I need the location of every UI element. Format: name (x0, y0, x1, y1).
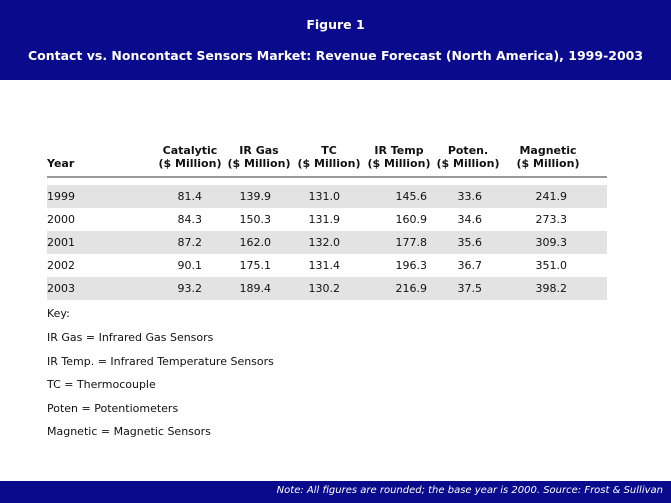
value-cell: 33.6 (457, 190, 483, 203)
key-item: TC = Thermocouple (47, 378, 156, 391)
header-divider (47, 176, 607, 178)
table-row: 2003 93.2 189.4 130.2 216.9 37.5 398.2 (47, 277, 607, 300)
value-cell: 131.0 (308, 190, 341, 203)
table-row: 2001 87.2 162.0 132.0 177.8 35.6 309.3 (47, 231, 607, 254)
value-cell: 132.0 (308, 236, 341, 249)
value-cell: 145.6 (395, 190, 428, 203)
value-cell: 131.9 (308, 213, 341, 226)
table-row: 2000 84.3 150.3 131.9 160.9 34.6 273.3 (47, 208, 607, 231)
year-cell: 2003 (47, 282, 75, 295)
column-header-unit: ($ Million) (297, 157, 361, 170)
value-cell: 216.9 (395, 282, 428, 295)
column-header-tc: TC ($ Million) (294, 144, 364, 170)
value-cell: 130.2 (308, 282, 341, 295)
column-header-unit: ($ Million) (158, 157, 222, 170)
column-header-name: TC (321, 144, 337, 157)
value-cell: 84.3 (177, 213, 203, 226)
value-cell: 131.4 (308, 259, 341, 272)
year-cell: 2002 (47, 259, 75, 272)
column-header-magnetic: Magnetic ($ Million) (513, 144, 583, 170)
column-header-catalytic: Catalytic ($ Million) (155, 144, 225, 170)
footnote: Note: All figures are rounded; the base … (276, 485, 663, 496)
value-cell: 36.7 (457, 259, 483, 272)
value-cell: 37.5 (457, 282, 483, 295)
column-header-unit: ($ Million) (367, 157, 431, 170)
key-item: IR Temp. = Infrared Temperature Sensors (47, 355, 274, 368)
key-item: Magnetic = Magnetic Sensors (47, 425, 211, 438)
column-header-poten: Poten. ($ Million) (433, 144, 503, 170)
value-cell: 139.9 (239, 190, 272, 203)
value-cell: 189.4 (239, 282, 272, 295)
year-cell: 2001 (47, 236, 75, 249)
key-item: Poten = Potentiometers (47, 402, 179, 415)
footer-banner: Note: All figures are rounded; the base … (0, 481, 671, 503)
value-cell: 196.3 (395, 259, 428, 272)
column-header-name: IR Temp (374, 144, 424, 157)
column-header-ir-gas: IR Gas ($ Million) (224, 144, 294, 170)
value-cell: 93.2 (177, 282, 203, 295)
column-header-name: Poten. (447, 144, 489, 157)
column-header-name: Magnetic (519, 144, 577, 157)
value-cell: 87.2 (177, 236, 203, 249)
value-cell: 35.6 (457, 236, 483, 249)
value-cell: 34.6 (457, 213, 483, 226)
column-header-name: IR Gas (239, 144, 279, 157)
value-cell: 90.1 (177, 259, 203, 272)
value-cell: 81.4 (177, 190, 203, 203)
value-cell: 150.3 (239, 213, 272, 226)
header-banner: Figure 1 Contact vs. Noncontact Sensors … (0, 0, 671, 80)
value-cell: 273.3 (535, 213, 568, 226)
figure-title: Contact vs. Noncontact Sensors Market: R… (27, 48, 644, 63)
table-row: 1999 81.4 139.9 131.0 145.6 33.6 241.9 (47, 185, 607, 208)
year-cell: 1999 (47, 190, 75, 203)
column-header-ir-temp: IR Temp ($ Million) (364, 144, 434, 170)
table-row: 2002 90.1 175.1 131.4 196.3 36.7 351.0 (47, 254, 607, 277)
table-header-row: Year Catalytic ($ Million) IR Gas ($ Mil… (47, 144, 607, 176)
key-item: IR Gas = Infrared Gas Sensors (47, 331, 214, 344)
value-cell: 309.3 (535, 236, 568, 249)
value-cell: 160.9 (395, 213, 428, 226)
value-cell: 177.8 (395, 236, 428, 249)
column-header-unit: ($ Million) (516, 157, 580, 170)
column-header-name: Catalytic (162, 144, 218, 157)
column-header-unit: ($ Million) (436, 157, 500, 170)
value-cell: 175.1 (239, 259, 272, 272)
value-cell: 351.0 (535, 259, 568, 272)
column-header-unit: ($ Million) (227, 157, 291, 170)
year-cell: 2000 (47, 213, 75, 226)
value-cell: 241.9 (535, 190, 568, 203)
value-cell: 162.0 (239, 236, 272, 249)
key-title: Key: (47, 307, 70, 320)
figure-label: Figure 1 (306, 17, 365, 32)
value-cell: 398.2 (535, 282, 568, 295)
year-column-header: Year (47, 157, 75, 170)
